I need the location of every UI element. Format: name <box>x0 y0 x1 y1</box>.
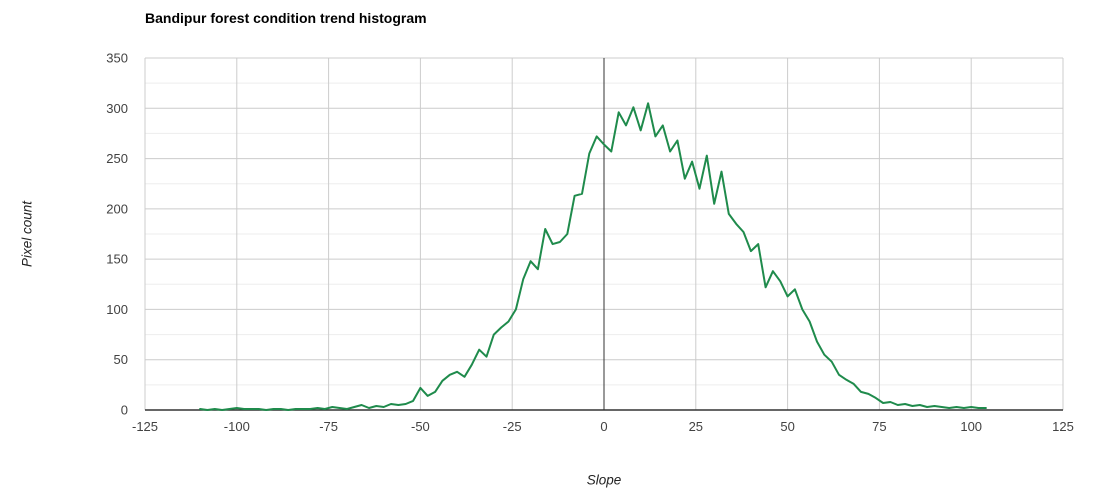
x-axis-title: Slope <box>586 472 622 488</box>
x-tick-label: 25 <box>689 419 703 434</box>
y-tick-label: 100 <box>106 302 128 317</box>
chart-title: Bandipur forest condition trend histogra… <box>145 10 427 26</box>
y-tick-label: 350 <box>106 51 128 66</box>
x-tick-label: 100 <box>960 419 982 434</box>
y-tick-label: 0 <box>121 403 128 418</box>
y-tick-label: 300 <box>106 101 128 116</box>
x-tick-label: -75 <box>319 419 338 434</box>
x-tick-label: -100 <box>224 419 250 434</box>
x-tick-label: 75 <box>872 419 886 434</box>
series-line <box>199 102 987 411</box>
y-tick-label: 150 <box>106 252 128 267</box>
y-tick-label: 200 <box>106 201 128 216</box>
y-axis-title: Pixel count <box>19 200 35 268</box>
x-tick-label: -50 <box>411 419 430 434</box>
x-tick-label: 125 <box>1052 419 1074 434</box>
y-tick-label: 50 <box>114 352 128 367</box>
x-tick-label: -125 <box>132 419 158 434</box>
x-tick-label: 50 <box>780 419 794 434</box>
x-tick-label: 0 <box>600 419 607 434</box>
x-tick-label: -25 <box>503 419 522 434</box>
y-tick-label: 250 <box>106 151 128 166</box>
